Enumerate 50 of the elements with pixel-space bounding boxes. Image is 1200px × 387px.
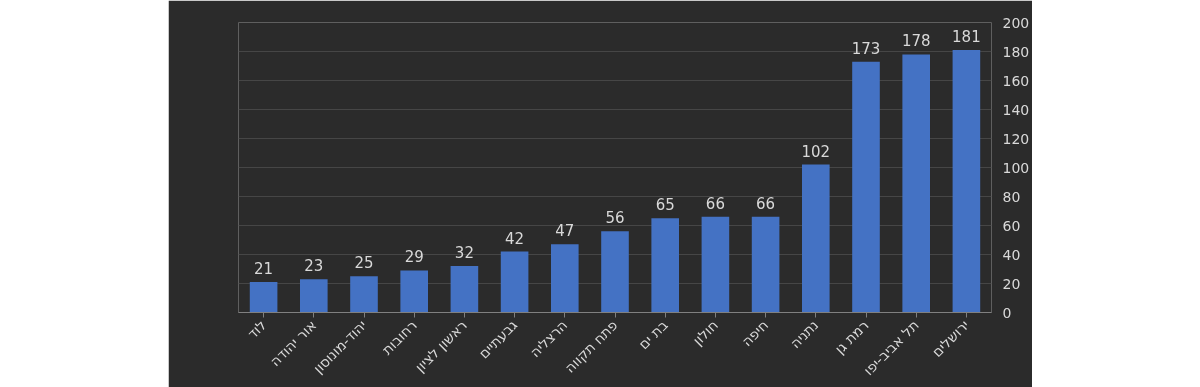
y-tick-label: 160 xyxy=(1002,72,1030,89)
bar xyxy=(249,282,278,313)
x-tick-label: גבעתיים xyxy=(475,316,521,362)
data-label: 23 xyxy=(304,257,324,276)
bar xyxy=(500,251,529,313)
bar xyxy=(350,276,378,313)
data-label: 25 xyxy=(354,254,374,273)
y-tick-label: 180 xyxy=(1002,43,1030,60)
y-tick-label: 0 xyxy=(1002,304,1012,321)
bar xyxy=(852,61,880,313)
bar xyxy=(902,54,931,313)
x-tick-label: חולון xyxy=(689,316,722,349)
data-label: 66 xyxy=(756,194,776,213)
y-tick-label: 80 xyxy=(1002,188,1021,205)
bar xyxy=(801,164,830,313)
bar xyxy=(550,244,579,313)
data-label: 56 xyxy=(605,209,625,228)
data-label: 32 xyxy=(454,244,474,263)
bar xyxy=(299,279,328,313)
data-label: 42 xyxy=(505,229,525,248)
data-label: 65 xyxy=(655,196,675,215)
bar xyxy=(701,216,730,313)
data-label: 173 xyxy=(851,39,881,58)
data-label: 102 xyxy=(801,142,831,161)
data-label: 178 xyxy=(901,32,931,51)
bar xyxy=(400,270,429,313)
x-tick-label: בת ים xyxy=(635,316,671,353)
x-tick-label: ירושלים xyxy=(928,316,973,361)
data-label: 66 xyxy=(705,194,725,213)
x-tick-label: הרצליה xyxy=(526,316,571,361)
x-tick-label: רחובות xyxy=(378,316,420,358)
x-tick-label: חיפה xyxy=(738,316,772,350)
bar xyxy=(651,218,680,313)
bar xyxy=(952,50,981,313)
y-tick-label: 20 xyxy=(1002,275,1021,292)
y-tick-label: 100 xyxy=(1002,159,1030,176)
y-tick-label: 40 xyxy=(1002,246,1021,263)
data-label: 181 xyxy=(952,28,981,47)
bar xyxy=(751,216,780,313)
bar xyxy=(450,266,479,313)
y-tick-label: 120 xyxy=(1002,130,1030,147)
x-tick-label: לוד xyxy=(244,316,270,342)
bar xyxy=(601,231,629,313)
y-tick-label: 200 xyxy=(1002,14,1030,31)
data-label: 47 xyxy=(555,222,575,241)
data-label: 21 xyxy=(254,260,274,279)
data-label: 29 xyxy=(404,248,424,267)
y-tick-label: 140 xyxy=(1002,101,1030,118)
x-tick-label: נתניה xyxy=(787,316,822,352)
y-tick-label: 60 xyxy=(1002,217,1021,234)
